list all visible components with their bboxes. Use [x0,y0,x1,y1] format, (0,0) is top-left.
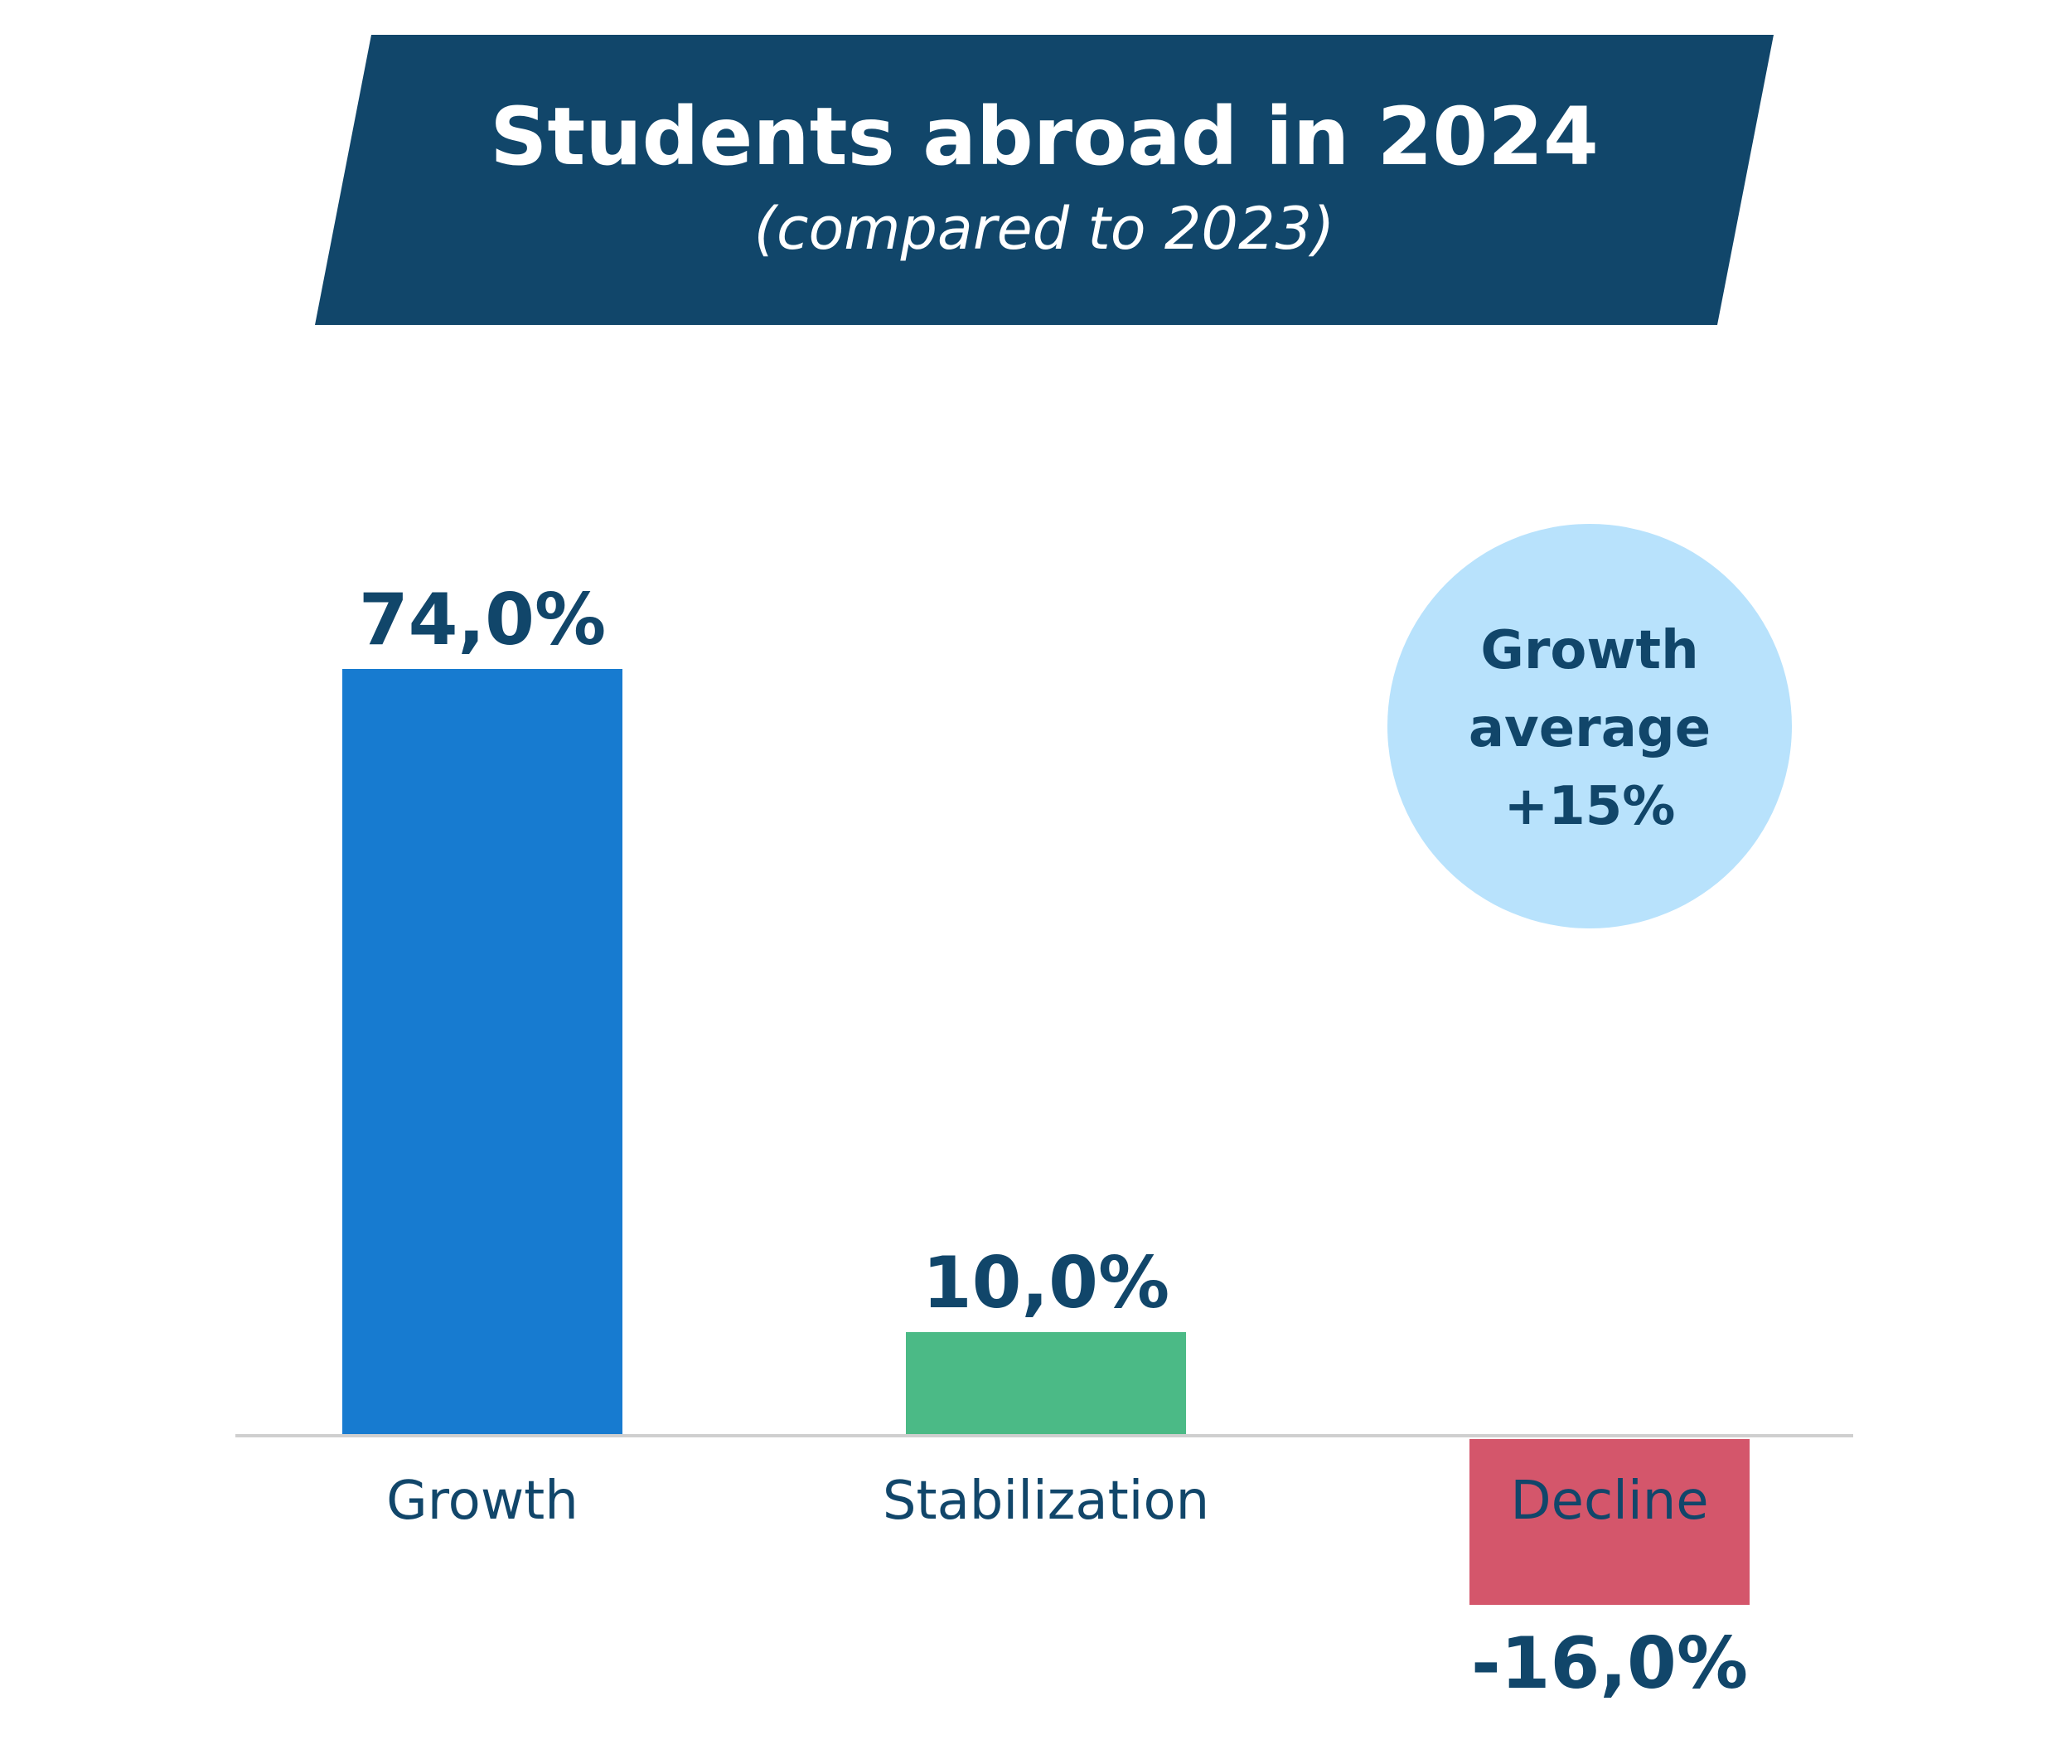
badge-line-1: Growth [1480,620,1698,681]
category-label-stabilization: Stabilization [883,1471,1209,1532]
category-label-decline: Decline [1510,1471,1708,1532]
category-label-growth: Growth [386,1471,579,1532]
badge-line-2: average [1469,698,1711,759]
value-label-decline: -16,0% [1471,1622,1748,1705]
growth-average-badge [1387,524,1792,928]
chart-title: Students abroad in 2024 [490,90,1599,183]
badge-line-3: +15% [1504,776,1676,837]
chart-subtitle: (compared to 2023) [754,195,1335,263]
bar-growth [342,669,622,1436]
title-banner [315,35,1774,325]
bar-stabilization [906,1332,1186,1436]
value-label-stabilization: 10,0% [922,1242,1169,1325]
bars-layer: 74,0% Growth 10,0% Stabilization -16,0% Decli… [342,579,1750,1705]
bar-decline [1469,1439,1750,1605]
value-label-growth: 74,0% [359,579,606,662]
